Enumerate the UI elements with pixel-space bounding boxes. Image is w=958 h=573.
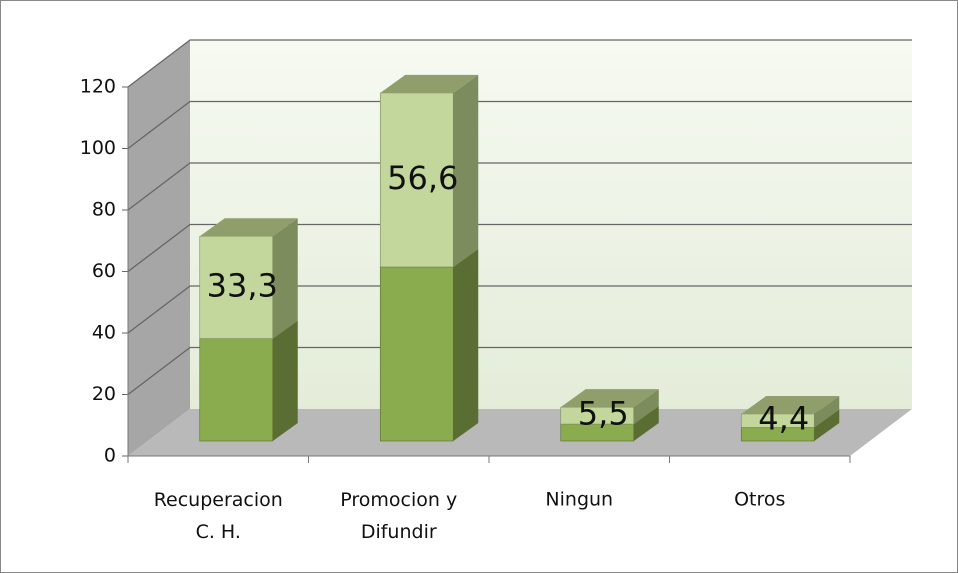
y-tick-label: 100 — [80, 137, 116, 159]
value-label: 56,6 — [387, 159, 458, 197]
bar-segment — [379, 74, 479, 268]
bar-top — [199, 218, 298, 237]
bar-front — [379, 266, 454, 442]
bar-front — [199, 235, 274, 339]
y-tick-label: 80 — [92, 199, 116, 221]
x-tick-label: Ningun — [545, 489, 613, 511]
bar-segment — [379, 248, 479, 442]
grid-line — [127, 285, 912, 334]
bar-side — [272, 218, 298, 339]
value-label: 5,5 — [578, 395, 629, 433]
bar-front — [199, 338, 274, 442]
grid-line — [127, 346, 912, 396]
grid-line — [127, 100, 912, 150]
y-tick-label: 120 — [80, 76, 116, 98]
floor — [128, 409, 912, 456]
y-tick-label: 0 — [104, 445, 116, 467]
y-tick-label: 40 — [92, 322, 116, 344]
bar-side — [633, 406, 659, 441]
grid-line — [127, 39, 912, 88]
bar-front — [379, 92, 454, 268]
value-label: 4,4 — [758, 400, 809, 438]
y-tick-label: 60 — [92, 260, 116, 282]
x-tick-label: Promocion y Difundir — [340, 489, 457, 543]
bar-top — [560, 389, 659, 408]
bar-segment — [199, 218, 298, 339]
x-tick-label: Otros — [734, 489, 785, 511]
bar-side — [814, 395, 840, 428]
value-label: 33,3 — [207, 266, 278, 304]
bar-segment — [740, 395, 840, 428]
bar-side — [453, 74, 479, 267]
bar-side — [453, 248, 479, 441]
bar-side — [633, 389, 659, 425]
grid-line — [127, 162, 912, 211]
bar-top — [380, 74, 479, 93]
grid-line — [127, 223, 912, 273]
bar-side — [272, 320, 298, 441]
bar-segment — [560, 389, 659, 425]
x-tick-label: Recuperacion C. H. — [154, 489, 283, 543]
y-tick-label: 20 — [92, 383, 116, 405]
bar-side — [814, 409, 840, 441]
bar-top — [741, 395, 840, 414]
